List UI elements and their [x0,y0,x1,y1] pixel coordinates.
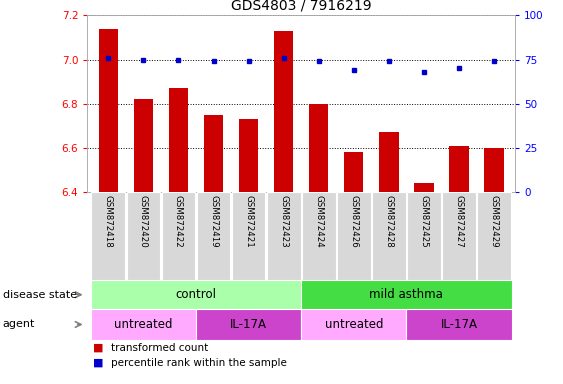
Bar [91,192,125,280]
Text: GSM872419: GSM872419 [209,195,218,247]
Text: GSM872424: GSM872424 [314,195,323,247]
Text: untreated: untreated [324,318,383,331]
Text: GSM872427: GSM872427 [454,195,463,247]
Text: ■: ■ [93,358,104,368]
Bar [372,192,406,280]
Bar [301,280,512,309]
Bar [337,192,370,280]
Bar [91,309,196,340]
Text: control: control [176,288,217,301]
Bar [232,192,265,280]
Text: IL-17A: IL-17A [440,318,477,331]
Bar [301,309,406,340]
Bar [484,148,504,192]
Text: GSM872420: GSM872420 [139,195,148,247]
Text: disease state: disease state [3,290,77,300]
Bar [162,192,195,280]
Bar [442,192,476,280]
Title: GDS4803 / 7916219: GDS4803 / 7916219 [231,0,372,13]
Bar [127,192,160,280]
Text: GSM872428: GSM872428 [385,195,394,247]
Bar [449,146,468,192]
Text: GSM872422: GSM872422 [174,195,183,247]
Bar [267,192,301,280]
Text: GSM872418: GSM872418 [104,195,113,247]
Bar [204,115,223,192]
Text: percentile rank within the sample: percentile rank within the sample [111,358,287,368]
Bar [169,88,188,192]
Text: GSM872423: GSM872423 [279,195,288,247]
Text: agent: agent [3,319,35,329]
Text: IL-17A: IL-17A [230,318,267,331]
Text: transformed count: transformed count [111,343,208,353]
Bar [134,99,153,192]
Bar [239,119,258,192]
Text: GSM872425: GSM872425 [419,195,428,247]
Bar [196,309,301,340]
Text: GSM872426: GSM872426 [349,195,358,247]
Bar [274,31,293,192]
Text: mild asthma: mild asthma [369,288,443,301]
Bar [477,192,511,280]
Text: GSM872421: GSM872421 [244,195,253,247]
Bar [91,280,301,309]
Bar [414,183,434,192]
Bar [196,192,230,280]
Bar [99,29,118,192]
Text: untreated: untreated [114,318,173,331]
Bar [407,192,441,280]
Bar [406,309,512,340]
Text: GSM872429: GSM872429 [490,195,499,247]
Bar [309,104,328,192]
Bar [344,152,364,192]
Bar [302,192,336,280]
Text: ■: ■ [93,343,104,353]
Bar [379,132,399,192]
